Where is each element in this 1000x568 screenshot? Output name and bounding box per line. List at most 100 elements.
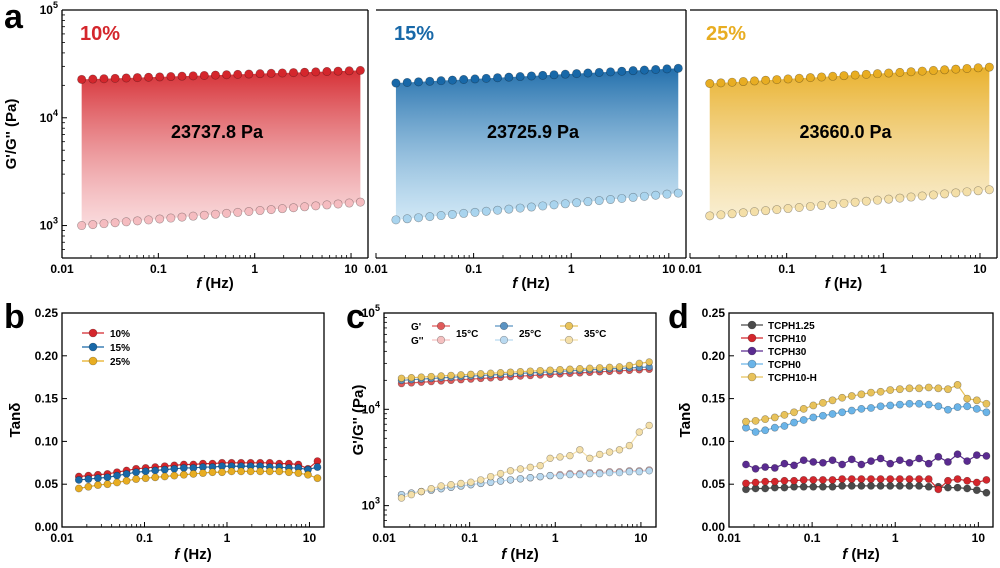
- panel-a-1-xtick-label: 1: [568, 262, 575, 276]
- series-point: [867, 388, 875, 397]
- gprime-point: [414, 77, 424, 87]
- series-point: [179, 464, 188, 472]
- series-point: [895, 482, 904, 490]
- gdoubleprime-point: [951, 188, 961, 198]
- series-point: [953, 450, 962, 459]
- series-point-Gpp: [526, 463, 535, 472]
- series-point: [122, 476, 131, 485]
- series-point: [780, 410, 789, 419]
- gprime-point: [794, 73, 804, 83]
- panel-letter-c: c: [346, 298, 365, 336]
- series-point: [847, 455, 856, 464]
- series-point: [934, 402, 943, 411]
- legend-marker: [88, 356, 98, 366]
- series-point: [780, 476, 789, 485]
- series-point: [886, 401, 895, 410]
- series-point-Gpp: [645, 421, 653, 430]
- gprime-point: [973, 63, 983, 73]
- panel-a-0-xlabel: f (Hz): [196, 275, 234, 292]
- panel-d-ylabel: Tanδ: [677, 403, 694, 438]
- panel-b-ytick-label: 0.05: [35, 477, 59, 491]
- series-point: [953, 483, 962, 492]
- gdoubleprime-point: [984, 185, 994, 195]
- series-point: [103, 480, 112, 489]
- series-point: [838, 408, 847, 417]
- gdoubleprime-point: [817, 200, 827, 210]
- gprime-point: [705, 78, 715, 88]
- gdoubleprime-point: [794, 203, 804, 213]
- panel-letter-a: a: [4, 0, 24, 36]
- gdoubleprime-point: [628, 192, 638, 202]
- series-point: [857, 460, 866, 469]
- gprime-point: [493, 73, 503, 83]
- gdoubleprime-point: [99, 219, 109, 229]
- series-point: [313, 474, 322, 483]
- gdoubleprime-point: [311, 201, 321, 211]
- series-point: [751, 478, 760, 487]
- gdoubleprime-point: [155, 214, 165, 224]
- panel-b: 0.01 0.1 1 10 0.00 0.05 0.10 0.15 0.20 0.25 f (Hz)…: [7, 306, 325, 563]
- gdoubleprime-point: [805, 201, 815, 211]
- gprime-point: [850, 70, 860, 80]
- gdoubleprime-point: [716, 210, 726, 220]
- series-point: [867, 482, 875, 490]
- series-point-Gpp: [447, 480, 455, 489]
- panel-d-frame: [728, 312, 994, 528]
- series-point: [847, 482, 856, 490]
- series-point-Gp: [457, 371, 465, 379]
- legend-label: 15°C: [456, 329, 478, 340]
- gdoubleprime-point: [88, 220, 98, 230]
- series-point: [94, 481, 102, 489]
- panel-c-legend: G' G'' 15°C 25°C 35°C: [411, 321, 606, 347]
- series-point: [886, 482, 895, 490]
- modulus-value-label: 23737.8 Pa: [171, 122, 264, 142]
- legend-label: TCPH1.25: [768, 321, 815, 332]
- gprime-point: [210, 70, 220, 80]
- gprime-point: [222, 70, 232, 80]
- panel-c-xtick-label: 10: [634, 531, 648, 545]
- series-point-Gp: [486, 369, 495, 377]
- series-point-Gp: [437, 372, 445, 380]
- panel-b-xtick-label: 0.01: [50, 531, 74, 545]
- series-point: [208, 468, 217, 477]
- series-point: [189, 470, 198, 478]
- gprime-point: [727, 77, 737, 87]
- series-point: [953, 403, 962, 412]
- series-point: [160, 472, 169, 481]
- gdoubleprime-point: [436, 211, 446, 221]
- gprime-point: [572, 69, 582, 79]
- gprime-point: [300, 67, 310, 77]
- gprime-point: [906, 67, 916, 77]
- gprime-point: [805, 73, 815, 83]
- panel-c-ytick-label: 105: [362, 303, 380, 320]
- gdoubleprime-point: [470, 207, 480, 217]
- gdoubleprime-point: [727, 209, 737, 219]
- gdoubleprime-point: [872, 195, 882, 205]
- panel-a-ytick-label: 105: [40, 0, 58, 17]
- series-point: [809, 476, 818, 484]
- series-point: [915, 399, 923, 408]
- gdoubleprime-point: [322, 200, 332, 210]
- gprime-point: [391, 78, 401, 88]
- gprime-point: [917, 66, 927, 76]
- series-point: [944, 476, 952, 485]
- concentration-label: 15%: [394, 23, 434, 45]
- gdoubleprime-point: [572, 198, 582, 208]
- gprime-point: [783, 74, 793, 84]
- panel-a-1-xtick-label: 0.1: [465, 262, 482, 276]
- panel-d-ytick-label: 0.25: [702, 306, 726, 320]
- series-point: [895, 475, 904, 483]
- gprime-point: [277, 68, 287, 78]
- gdoubleprime-point: [244, 206, 254, 216]
- series-point: [256, 467, 265, 476]
- gdoubleprime-point: [549, 200, 559, 210]
- legend-row-label: G': [411, 322, 421, 333]
- panel-c-ylabel: G'/G'' (Pa): [350, 385, 367, 456]
- gdoubleprime-point: [749, 207, 759, 217]
- series-point: [819, 398, 827, 407]
- series-TCPH1.25: TCPH1.25: [741, 320, 991, 497]
- gprime-point: [617, 66, 627, 76]
- series-point-Gp: [427, 372, 435, 381]
- series-point: [770, 464, 779, 472]
